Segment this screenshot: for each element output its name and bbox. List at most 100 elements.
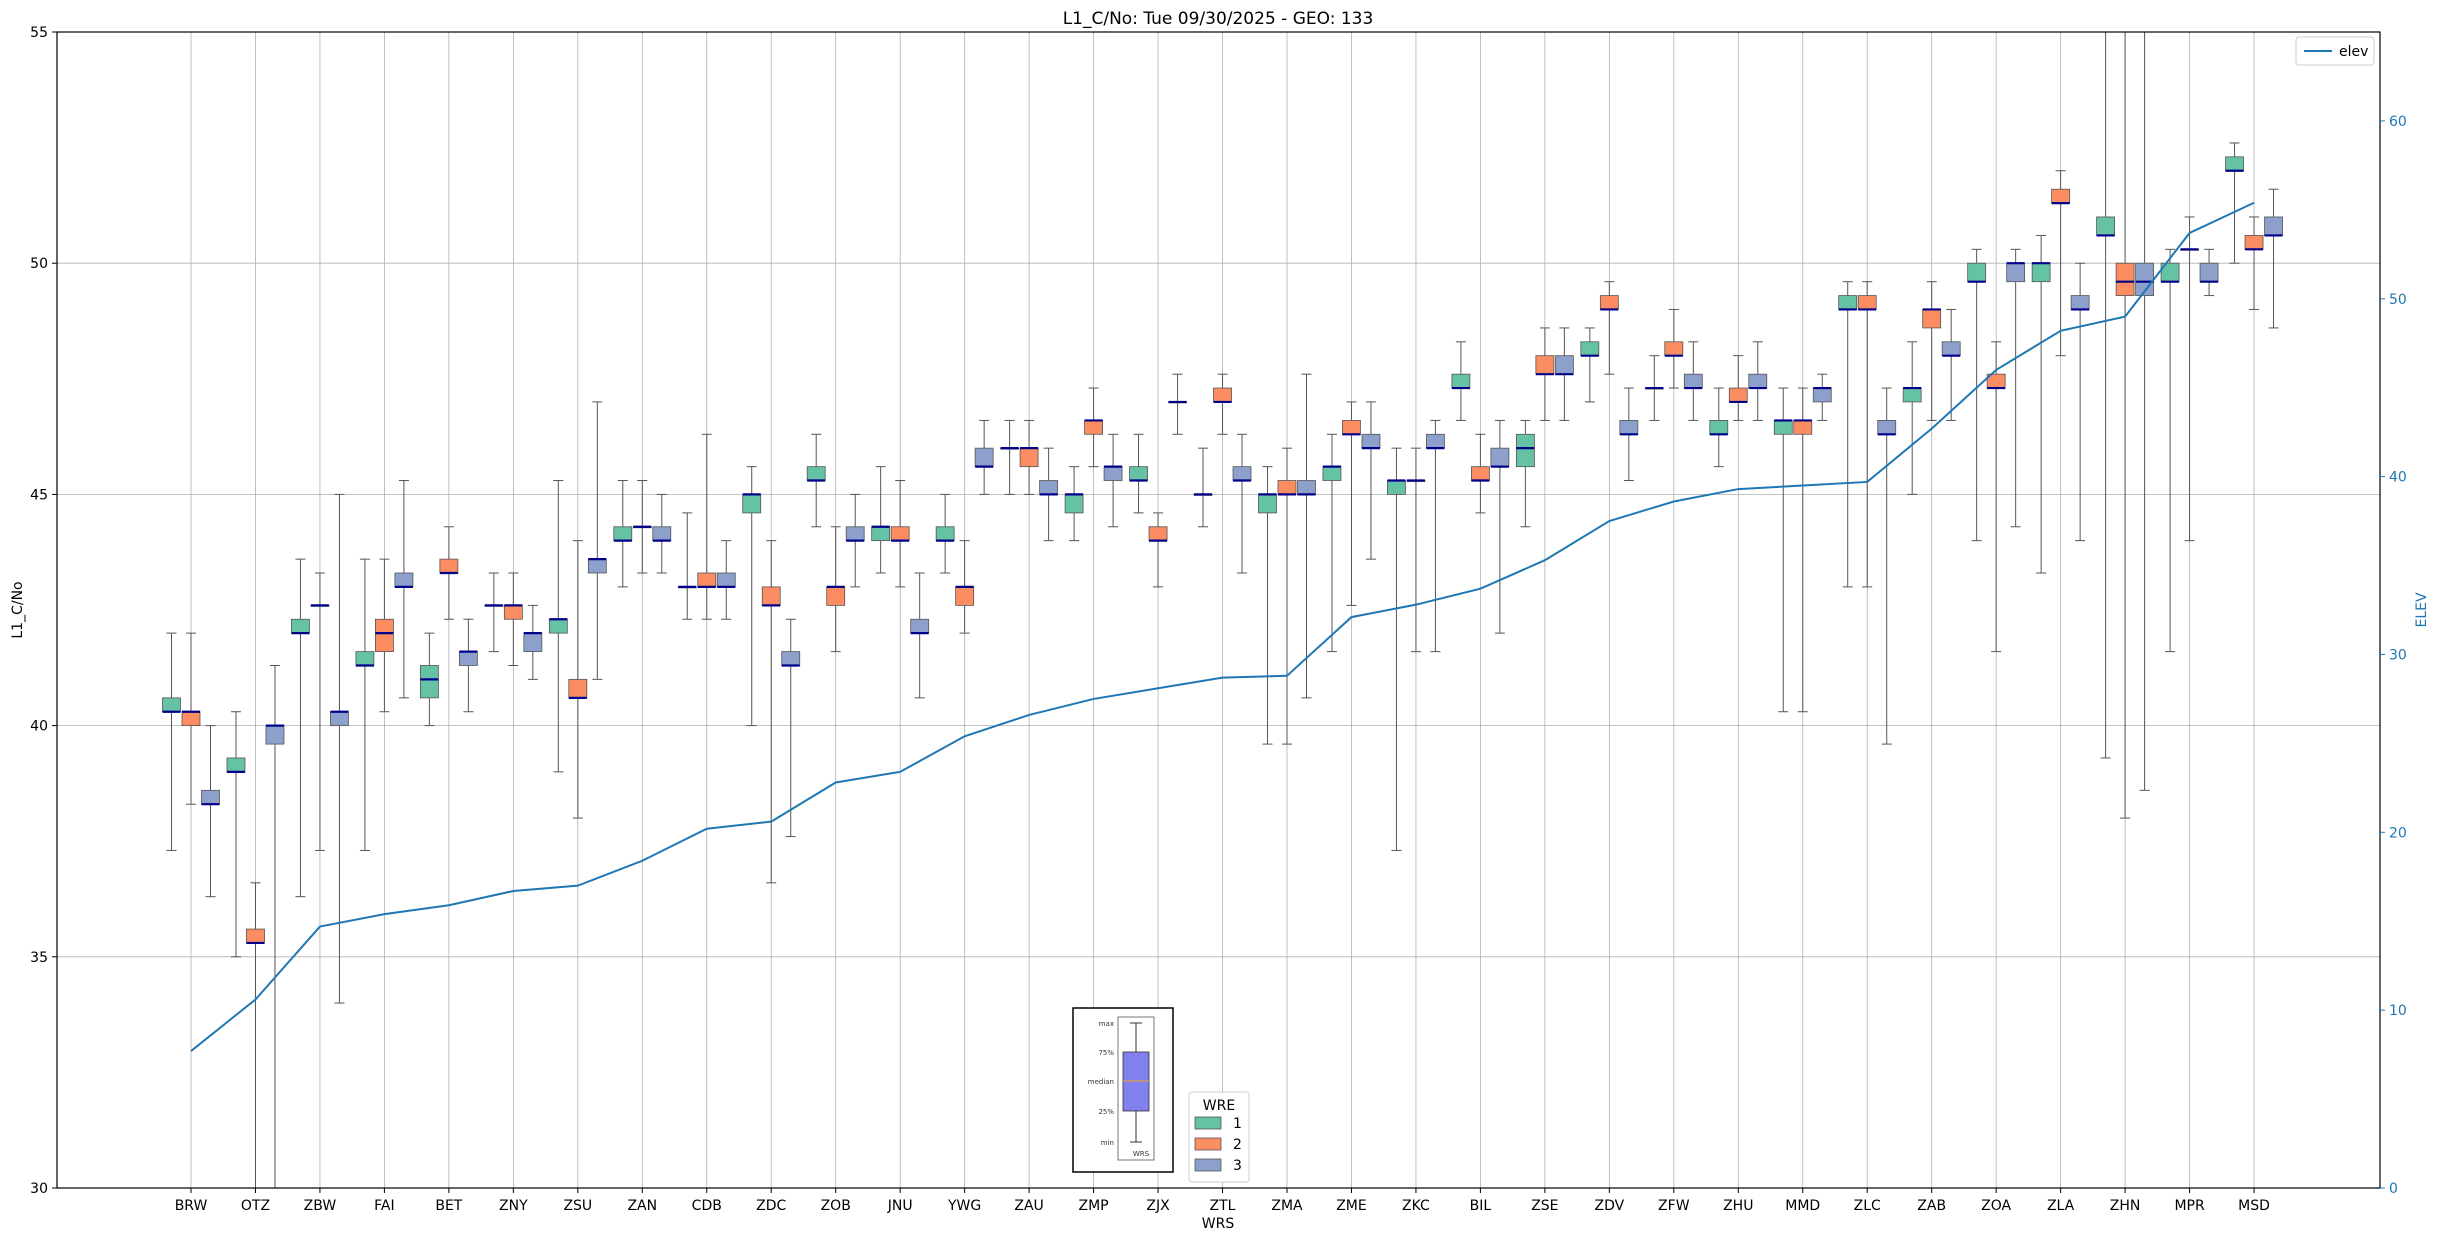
iqr-box [1019,447,1039,468]
iqr-box [1213,387,1232,403]
box-plot-wre2-zla [2051,170,2071,357]
box-plot-wre1-msd [2225,142,2244,264]
iqr-box [1793,420,1813,435]
iqr-box [652,526,672,542]
box-plot-wre2-zsu [568,540,588,819]
iqr-box [974,447,994,468]
box-plot-wre1-zma [1258,466,1277,745]
y-tick-label: 35 [30,950,48,966]
grid [57,31,2380,1189]
x-tick-label: ZDV [1594,1198,1624,1214]
x-tick-label: ZOB [821,1198,851,1214]
iqr-box [568,678,588,699]
box-plot-wre1-zhn [2096,32,2116,759]
iqr-box [2225,156,2244,172]
box-plot-wre1-jnu [871,466,891,574]
wre-legend-label-1: 1 [1233,1116,1242,1132]
iqr-box [955,586,975,606]
x-tick-label: ZTL [1210,1198,1236,1214]
wre-legend-swatch-3 [1194,1158,1222,1172]
x-tick-label: ZSE [1531,1198,1558,1214]
iqr-box [1361,433,1381,449]
iqr-box [355,651,375,666]
iqr-box [246,928,265,944]
box-plot-wre3-zme [1361,401,1381,560]
iqr-box [394,572,414,588]
box-plot-wre1-otz [226,711,246,958]
box-plot-wre3-msd [2264,188,2283,329]
iqr-box [1471,466,1490,481]
box-plot-wre1-zny [484,572,504,653]
iqr-box [1838,295,1858,310]
iqr-box [1922,309,1942,329]
wre-legend-swatch-2 [1194,1137,1222,1151]
box-plot-wre2-zfw [1664,308,1684,389]
box-plot-wre1-zmp [1064,466,1084,542]
wre-legend-label-2: 2 [1233,1137,1242,1153]
box-plot-wre2-brw [181,632,201,805]
x-tick-label: ZFW [1658,1198,1690,1214]
box-plot-wre2-zau [1019,419,1039,495]
iqr-box [548,618,568,634]
key-label-median: median [1088,1078,1114,1086]
iqr-box [1084,420,1103,435]
x-axis-label: WRS [1202,1216,1235,1232]
iqr-box [697,572,717,588]
y-tick-label: 40 [30,719,48,735]
iqr-box [375,618,394,653]
iqr-box [1580,341,1600,357]
x-tick-label: ZMA [1271,1198,1303,1214]
iqr-box [910,618,930,634]
iqr-box [1103,466,1123,481]
key-xlabel: WRS [1133,1150,1150,1158]
box-plot-wre1-zsu [548,480,568,773]
x-tick-label: FAI [374,1198,394,1214]
x-tick-label: YWG [947,1198,981,1214]
box-plot-wre2-zny [503,572,523,666]
box-plot-wre2-zma [1277,447,1297,745]
x-tick-label: MMD [1785,1198,1820,1214]
box-plot-wre3-mpr [2199,248,2219,297]
iqr-box [1812,387,1832,403]
box-plot-wre3-cdb [716,540,736,620]
x-tick-label: ZKC [1402,1198,1430,1214]
wre-legend-title: WRE [1203,1098,1235,1114]
plot-marks [162,32,2283,1188]
box-plot-wre2-zhu [1728,355,1748,421]
box-plot-wre3-zkc [1426,419,1445,653]
y2-tick-label: 0 [2389,1181,2398,1197]
x-tick-label: ZJX [1146,1198,1170,1214]
box-plot-wre1-mmd [1773,387,1793,713]
box-plot-wre1-mpr [2160,248,2180,653]
iqr-box [781,651,801,666]
iqr-box [419,665,439,699]
box-plot-wre3-brw [201,725,220,898]
x-tick-label: MSD [2238,1198,2270,1214]
key-label-75: 75% [1098,1049,1114,1057]
boxplot-key-inset: max 75% median 25% min WRS [1072,1007,1174,1173]
box-plot-wre3-zdc [781,618,801,838]
iqr-box [1619,420,1639,435]
box-plot-wre2-bil [1471,433,1490,514]
box-plot-wre3-bil [1490,419,1510,634]
iqr-box [1490,447,1510,468]
y2-tick-label: 20 [2389,825,2407,841]
x-tick-label: ZBW [304,1198,337,1214]
iqr-box [1941,341,1961,357]
box-plot-wre3-zob [845,493,865,588]
box-plot-wre1-zfw [1644,355,1664,421]
iqr-box [291,618,310,634]
box-plot-wre1-zbw [291,558,310,898]
iqr-box [439,558,459,574]
iqr-box [162,697,181,713]
box-plot-wre3-jnu [910,572,930,699]
x-tick-label: ZOA [1981,1198,2011,1214]
box-plot-wre3-zbw [330,493,349,1004]
box-plot-wre3-zfw [1683,341,1703,421]
y-tick-label: 50 [30,256,48,272]
y2-axis-label: ELEV [2414,592,2430,627]
y2-tick-label: 30 [2389,647,2407,663]
iqr-box [1277,480,1297,495]
iqr-box [523,632,543,653]
box-plot-wre3-mmd [1812,373,1832,421]
